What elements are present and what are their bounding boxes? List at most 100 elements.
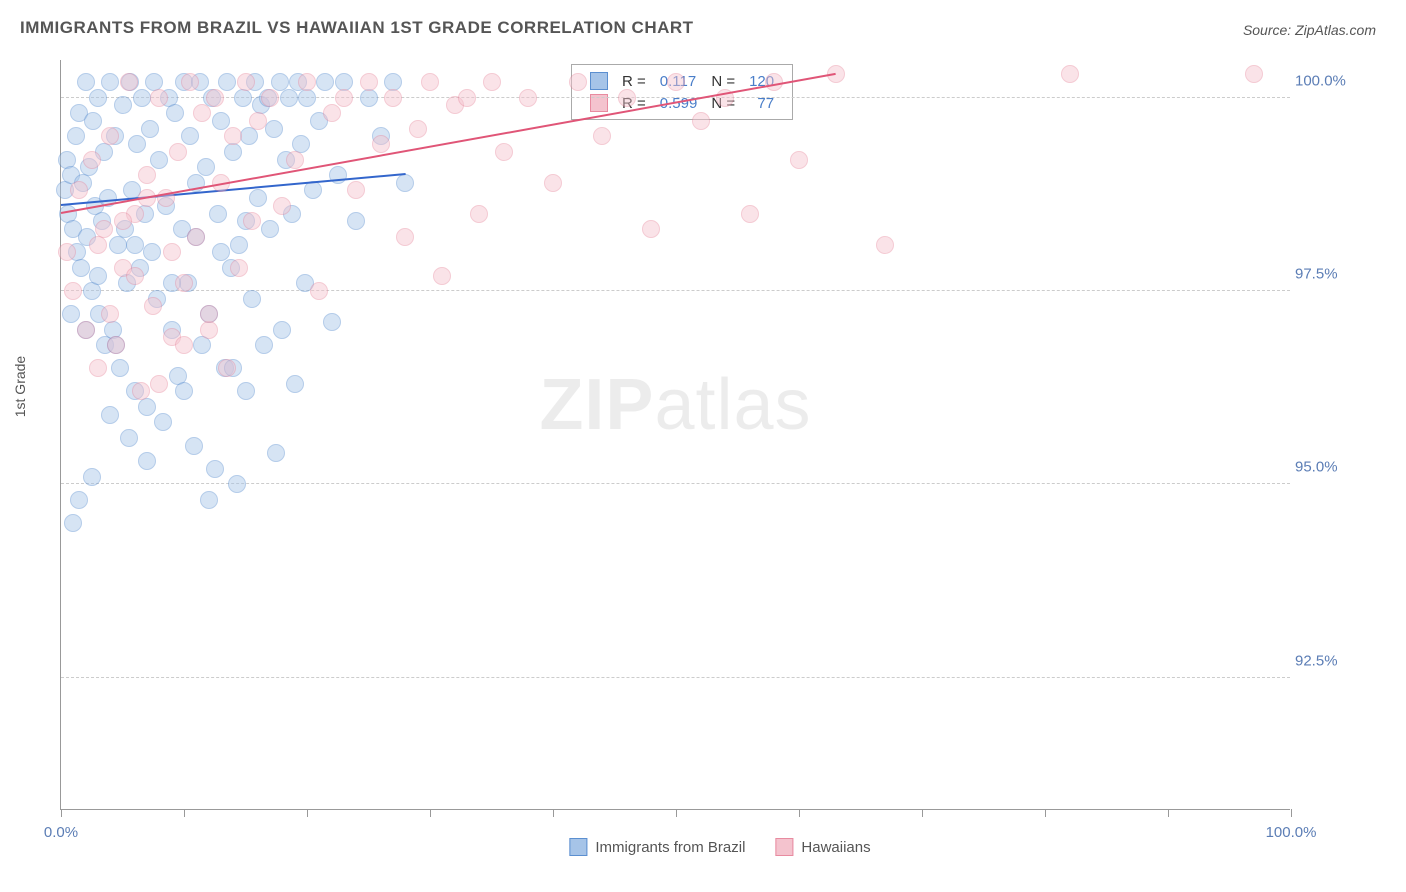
data-point bbox=[126, 267, 144, 285]
data-point bbox=[114, 212, 132, 230]
data-point bbox=[144, 297, 162, 315]
data-point bbox=[234, 89, 252, 107]
data-point bbox=[790, 151, 808, 169]
chart-area: 1st Grade ZIPatlas R =0.117N =120R =0.59… bbox=[60, 60, 1380, 820]
xtick bbox=[922, 809, 923, 817]
data-point bbox=[323, 313, 341, 331]
data-point bbox=[141, 120, 159, 138]
series-legend: Immigrants from Brazil Hawaiians bbox=[569, 838, 870, 856]
data-point bbox=[1061, 65, 1079, 83]
ytick-label: 92.5% bbox=[1295, 652, 1375, 669]
ytick-label: 100.0% bbox=[1295, 72, 1375, 89]
data-point bbox=[286, 151, 304, 169]
data-point bbox=[569, 73, 587, 91]
data-point bbox=[89, 236, 107, 254]
data-point bbox=[286, 375, 304, 393]
data-point bbox=[273, 197, 291, 215]
data-point bbox=[741, 205, 759, 223]
data-point bbox=[249, 112, 267, 130]
data-point bbox=[265, 120, 283, 138]
data-point bbox=[175, 336, 193, 354]
data-point bbox=[150, 151, 168, 169]
data-point bbox=[193, 336, 211, 354]
xtick bbox=[676, 809, 677, 817]
data-point bbox=[1245, 65, 1263, 83]
data-point bbox=[84, 112, 102, 130]
data-point bbox=[237, 382, 255, 400]
data-point bbox=[101, 127, 119, 145]
data-point bbox=[70, 181, 88, 199]
data-point bbox=[150, 89, 168, 107]
data-point bbox=[396, 228, 414, 246]
data-point bbox=[181, 127, 199, 145]
y-axis-label: 1st Grade bbox=[12, 356, 28, 417]
legend-label: Immigrants from Brazil bbox=[595, 839, 745, 856]
legend-r-label: R = bbox=[616, 71, 652, 91]
data-point bbox=[200, 305, 218, 323]
data-point bbox=[433, 267, 451, 285]
data-point bbox=[133, 89, 151, 107]
data-point bbox=[109, 236, 127, 254]
data-point bbox=[470, 205, 488, 223]
data-point bbox=[593, 127, 611, 145]
data-point bbox=[163, 243, 181, 261]
data-point bbox=[255, 336, 273, 354]
data-point bbox=[101, 73, 119, 91]
data-point bbox=[120, 73, 138, 91]
data-point bbox=[175, 382, 193, 400]
data-point bbox=[154, 413, 172, 431]
data-point bbox=[58, 243, 76, 261]
data-point bbox=[304, 181, 322, 199]
data-point bbox=[89, 89, 107, 107]
data-point bbox=[544, 174, 562, 192]
data-point bbox=[409, 120, 427, 138]
data-point bbox=[150, 375, 168, 393]
data-point bbox=[237, 73, 255, 91]
data-point bbox=[77, 321, 95, 339]
xtick bbox=[430, 809, 431, 817]
data-point bbox=[212, 112, 230, 130]
data-point bbox=[64, 514, 82, 532]
data-point bbox=[83, 151, 101, 169]
data-point bbox=[618, 89, 636, 107]
data-point bbox=[458, 89, 476, 107]
legend-item: Hawaiians bbox=[775, 838, 870, 856]
data-point bbox=[111, 359, 129, 377]
data-point bbox=[273, 321, 291, 339]
data-point bbox=[181, 73, 199, 91]
data-point bbox=[83, 468, 101, 486]
data-point bbox=[372, 135, 390, 153]
data-point bbox=[495, 143, 513, 161]
data-point bbox=[228, 475, 246, 493]
data-point bbox=[243, 212, 261, 230]
data-point bbox=[218, 73, 236, 91]
data-point bbox=[267, 444, 285, 462]
data-point bbox=[197, 158, 215, 176]
xtick bbox=[1045, 809, 1046, 817]
legend-item: Immigrants from Brazil bbox=[569, 838, 745, 856]
data-point bbox=[483, 73, 501, 91]
data-point bbox=[187, 228, 205, 246]
data-point bbox=[218, 359, 236, 377]
ytick-label: 97.5% bbox=[1295, 265, 1375, 282]
data-point bbox=[132, 382, 150, 400]
data-point bbox=[107, 336, 125, 354]
data-point bbox=[209, 205, 227, 223]
data-point bbox=[67, 127, 85, 145]
data-point bbox=[193, 104, 211, 122]
data-point bbox=[101, 305, 119, 323]
data-point bbox=[206, 89, 224, 107]
xtick bbox=[799, 809, 800, 817]
data-point bbox=[138, 166, 156, 184]
data-point bbox=[421, 73, 439, 91]
data-point bbox=[261, 89, 279, 107]
source-text: Source: ZipAtlas.com bbox=[1243, 22, 1376, 38]
legend-label: Hawaiians bbox=[801, 839, 870, 856]
data-point bbox=[114, 96, 132, 114]
data-point bbox=[360, 89, 378, 107]
data-point bbox=[120, 429, 138, 447]
data-point bbox=[62, 305, 80, 323]
data-point bbox=[360, 73, 378, 91]
data-point bbox=[316, 73, 334, 91]
data-point bbox=[200, 321, 218, 339]
